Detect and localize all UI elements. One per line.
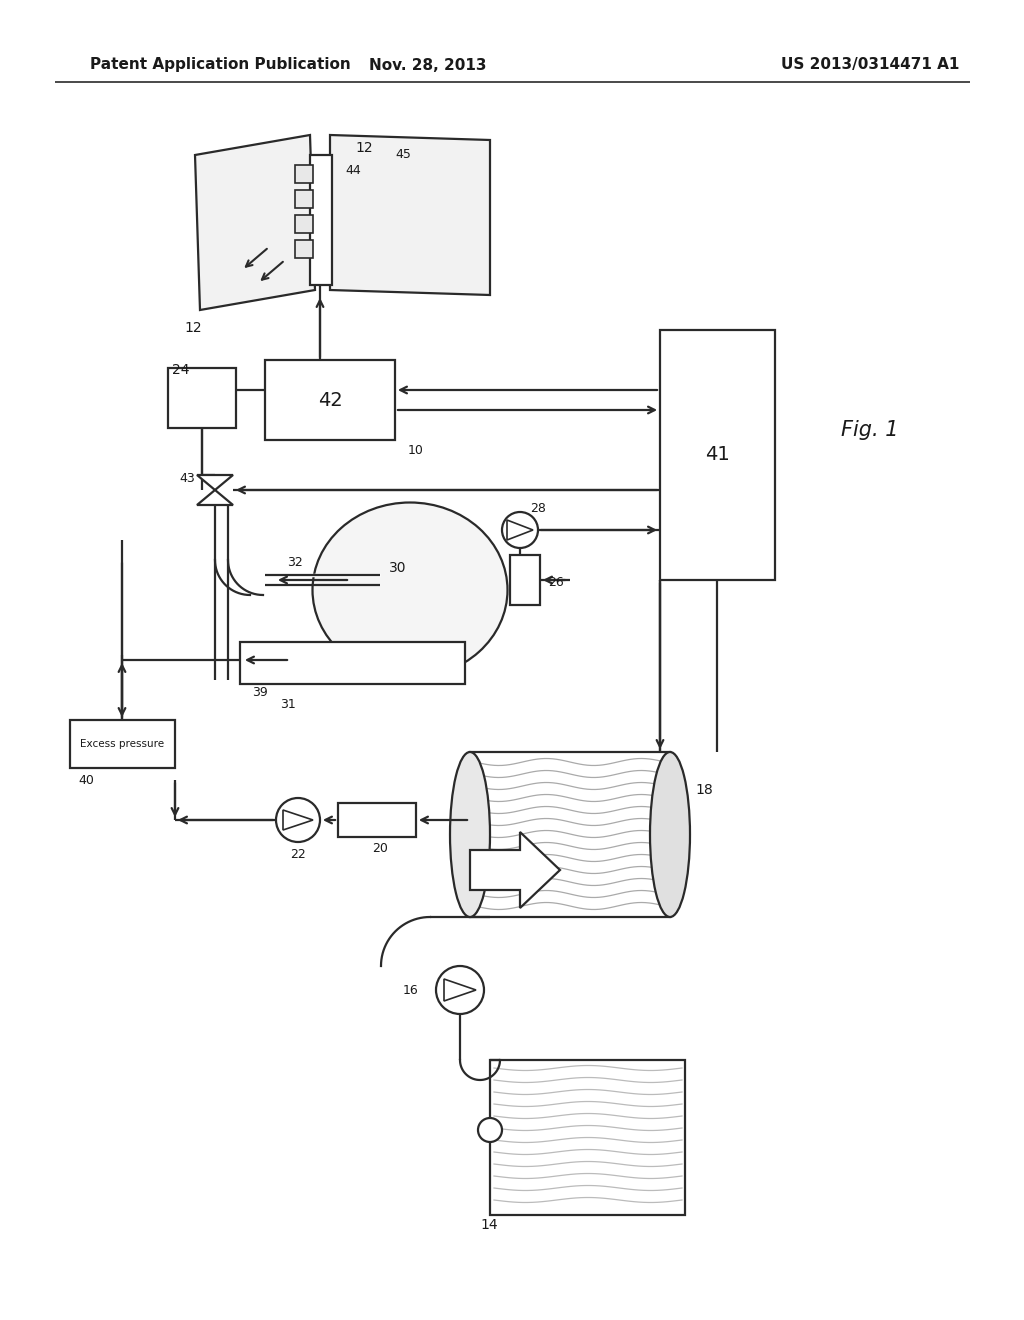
Text: 39: 39 bbox=[252, 685, 267, 698]
Polygon shape bbox=[197, 490, 233, 506]
Text: 26: 26 bbox=[548, 576, 564, 589]
Bar bbox=[510, 554, 540, 605]
Text: 12: 12 bbox=[184, 321, 202, 335]
Text: 30: 30 bbox=[389, 561, 407, 576]
Text: Nov. 28, 2013: Nov. 28, 2013 bbox=[370, 58, 486, 73]
Polygon shape bbox=[330, 135, 490, 294]
Text: 16: 16 bbox=[402, 983, 418, 997]
Polygon shape bbox=[195, 135, 315, 310]
Ellipse shape bbox=[650, 752, 690, 917]
Bar bbox=[338, 803, 416, 837]
Polygon shape bbox=[283, 810, 313, 830]
Text: Excess pressure: Excess pressure bbox=[80, 739, 164, 748]
Text: 18: 18 bbox=[695, 783, 713, 797]
Bar bbox=[660, 330, 775, 579]
Bar bbox=[240, 642, 465, 684]
Bar bbox=[295, 190, 313, 209]
Text: 22: 22 bbox=[290, 847, 306, 861]
Bar bbox=[470, 752, 670, 917]
Bar bbox=[265, 360, 395, 440]
Ellipse shape bbox=[312, 503, 508, 677]
Text: Fig. 1: Fig. 1 bbox=[842, 420, 899, 440]
Polygon shape bbox=[197, 475, 233, 490]
Polygon shape bbox=[444, 979, 476, 1001]
Text: 24: 24 bbox=[172, 363, 189, 378]
Circle shape bbox=[436, 966, 484, 1014]
Text: 10: 10 bbox=[408, 444, 424, 457]
Bar bbox=[295, 215, 313, 234]
Text: 32: 32 bbox=[287, 557, 303, 569]
Text: 45: 45 bbox=[395, 149, 411, 161]
Text: 12: 12 bbox=[355, 141, 373, 154]
Bar bbox=[310, 154, 332, 285]
Text: 28: 28 bbox=[530, 502, 546, 515]
Text: US 2013/0314471 A1: US 2013/0314471 A1 bbox=[781, 58, 959, 73]
Text: 31: 31 bbox=[280, 697, 296, 710]
Text: 42: 42 bbox=[317, 391, 342, 409]
Bar bbox=[295, 240, 313, 257]
Polygon shape bbox=[470, 832, 560, 908]
Bar bbox=[295, 165, 313, 183]
Text: 20: 20 bbox=[372, 842, 388, 854]
Polygon shape bbox=[507, 520, 534, 540]
Text: 43: 43 bbox=[179, 471, 195, 484]
Bar bbox=[168, 368, 236, 428]
Circle shape bbox=[478, 1118, 502, 1142]
Bar bbox=[70, 719, 175, 768]
Text: 40: 40 bbox=[78, 774, 94, 787]
Text: 41: 41 bbox=[705, 446, 729, 465]
Text: Patent Application Publication: Patent Application Publication bbox=[90, 58, 351, 73]
Bar bbox=[490, 1060, 685, 1214]
Text: 44: 44 bbox=[345, 164, 360, 177]
Circle shape bbox=[502, 512, 538, 548]
Text: 14: 14 bbox=[480, 1218, 498, 1232]
Ellipse shape bbox=[450, 752, 490, 917]
Circle shape bbox=[276, 799, 319, 842]
